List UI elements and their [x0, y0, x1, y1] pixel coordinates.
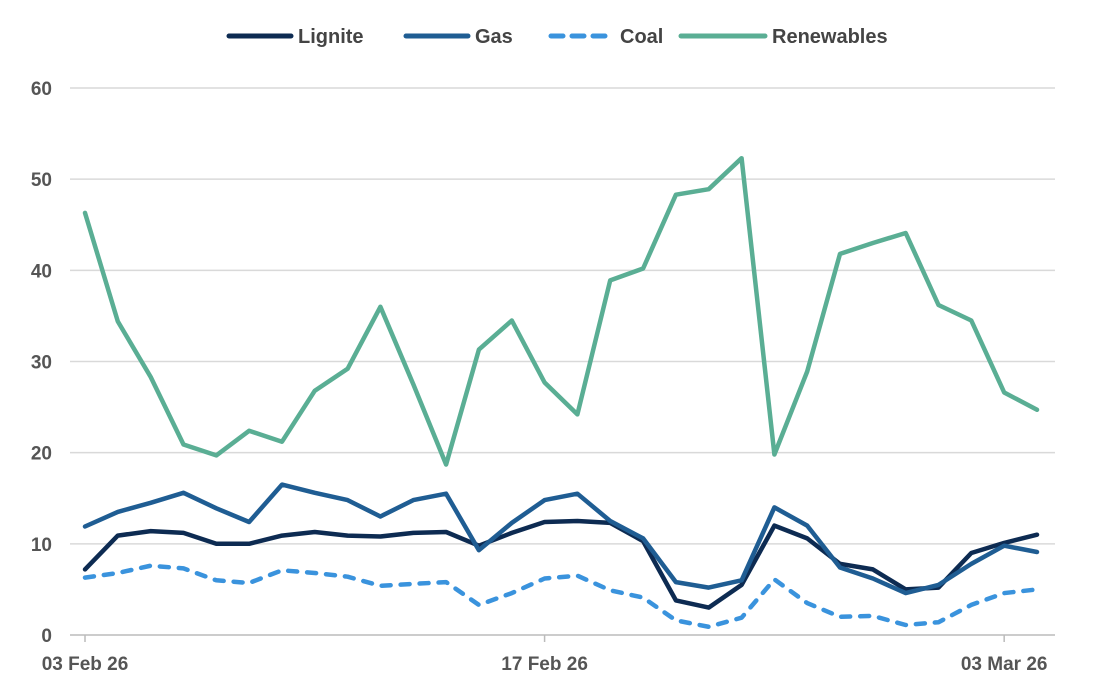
y-tick-label: 20 [31, 444, 52, 465]
legend-label-renewables: Renewables [772, 26, 888, 48]
legend-label-coal: Coal [620, 26, 663, 48]
legend: Lignite Gas Coal Renewables [226, 26, 888, 48]
series-line-renewables [82, 155, 1040, 467]
series-line-coal [82, 563, 1040, 630]
legend-label-gas: Gas [475, 26, 513, 48]
y-axis-ticks: 0 10 20 30 40 50 60 [31, 79, 52, 647]
y-tick-label: 0 [41, 626, 52, 647]
x-tick-label: 17 Feb 26 [501, 654, 588, 675]
legend-label-lignite: Lignite [298, 26, 364, 48]
series-line-gas [82, 482, 1040, 596]
gridlines [70, 87, 1055, 636]
x-axis-ticks: 03 Feb 26 17 Feb 26 03 Mar 26 [42, 635, 1048, 675]
y-tick-label: 50 [31, 170, 52, 191]
x-tick-label: 03 Mar 26 [961, 654, 1048, 675]
y-tick-label: 10 [31, 535, 52, 556]
y-tick-label: 60 [31, 79, 52, 100]
y-tick-label: 40 [31, 261, 52, 282]
series-line-lignite [82, 518, 1040, 610]
y-tick-label: 30 [31, 353, 52, 374]
series-lines [82, 155, 1040, 630]
x-tick-label: 03 Feb 26 [42, 654, 129, 675]
